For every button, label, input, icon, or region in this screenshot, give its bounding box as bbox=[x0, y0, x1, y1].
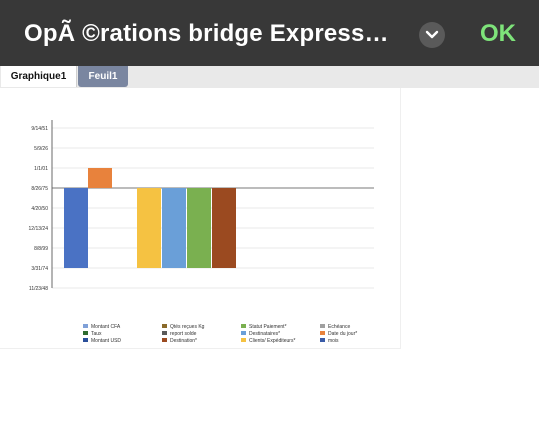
legend-label: Clients/ Expéditeurs* bbox=[249, 338, 295, 344]
legend-swatch bbox=[241, 324, 246, 328]
legend-swatch bbox=[162, 324, 167, 328]
legend-swatch bbox=[241, 331, 246, 335]
y-tick-label: 5/9/26 bbox=[34, 146, 48, 152]
bar bbox=[88, 168, 112, 188]
legend-label: Statut Paiement* bbox=[249, 324, 287, 330]
sheet-tab-strip bbox=[0, 66, 539, 88]
legend-label: report solde bbox=[170, 331, 197, 337]
legend-swatch bbox=[162, 331, 167, 335]
legend-label: Date du jour* bbox=[328, 331, 357, 337]
legend-swatch bbox=[320, 338, 325, 342]
chart-sheet: 9/14/51 5/9/26 1/1/01 8/26/75 4/20/50 12/13/2… bbox=[0, 88, 401, 349]
document-title: OpÃ ©rations bridge Express… bbox=[24, 20, 389, 47]
bar-chart: 9/14/51 5/9/26 1/1/01 8/26/75 4/20/50 12/13/2… bbox=[29, 120, 374, 344]
legend-swatch bbox=[320, 331, 325, 335]
tab-graphique1[interactable]: Graphique1 bbox=[1, 66, 77, 87]
bar bbox=[162, 188, 186, 268]
bar bbox=[64, 188, 88, 268]
y-tick-label: 11/23/48 bbox=[29, 286, 48, 292]
legend-label: Montant USD bbox=[91, 338, 121, 344]
legend-label: Destination* bbox=[170, 338, 197, 344]
y-tick-label: 8/8/99 bbox=[34, 246, 48, 252]
legend-label: Echéance bbox=[328, 324, 350, 330]
ok-button[interactable]: OK bbox=[480, 20, 516, 47]
legend-label: Destinataires* bbox=[249, 331, 280, 337]
legend-swatch bbox=[320, 324, 325, 328]
legend-label: Montant CFA bbox=[91, 324, 121, 330]
y-tick-label: 3/31/74 bbox=[31, 266, 48, 272]
bar bbox=[137, 188, 161, 268]
y-tick-label: 4/20/50 bbox=[31, 206, 48, 212]
legend-swatch bbox=[83, 338, 88, 342]
y-tick-label: 12/13/24 bbox=[29, 226, 49, 232]
y-tick-label: 1/1/01 bbox=[34, 166, 48, 172]
bar bbox=[187, 188, 211, 268]
legend-label: Qtés reçues Kg bbox=[170, 324, 205, 330]
legend-swatch bbox=[83, 331, 88, 335]
legend-label: Taux bbox=[91, 331, 102, 337]
legend-swatch bbox=[162, 338, 167, 342]
legend-swatch bbox=[241, 338, 246, 342]
y-tick-label: 9/14/51 bbox=[31, 126, 48, 132]
legend-label: mois bbox=[328, 338, 339, 344]
y-tick-label: 8/26/75 bbox=[31, 186, 48, 192]
tab-feuil1[interactable]: Feuil1 bbox=[78, 66, 128, 87]
legend-swatch bbox=[83, 324, 88, 328]
bar bbox=[212, 188, 236, 268]
title-bar: OpÃ ©rations bridge Express… OK bbox=[0, 0, 539, 66]
chevron-down-icon[interactable] bbox=[419, 22, 445, 48]
